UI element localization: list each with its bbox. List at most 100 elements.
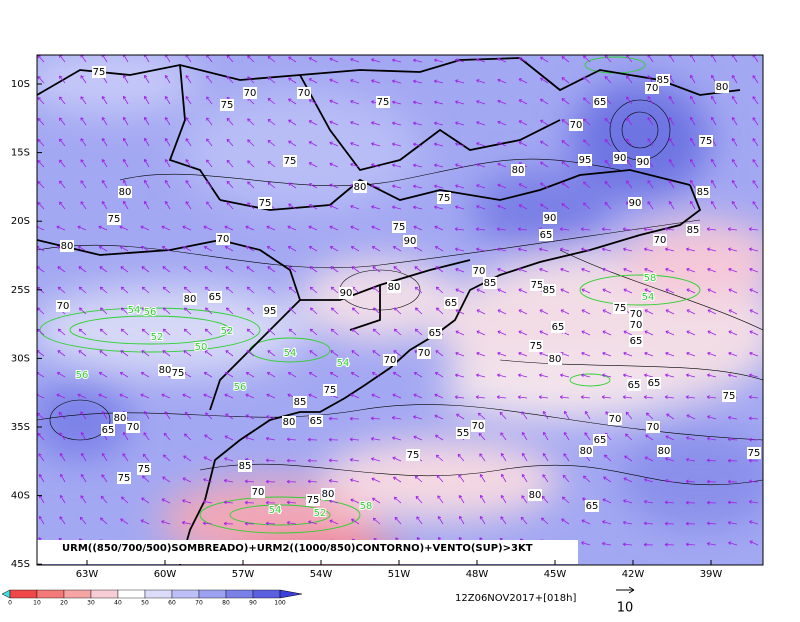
wind-arrow bbox=[455, 142, 465, 147]
contour-label-bg bbox=[645, 82, 659, 94]
wind-arrow bbox=[286, 437, 297, 442]
wind-arrow bbox=[561, 77, 570, 84]
contour-label-bg bbox=[569, 119, 583, 131]
wind-arrow bbox=[80, 495, 87, 504]
wind-arrow bbox=[330, 266, 339, 273]
wind-arrow bbox=[559, 395, 570, 400]
wind-arrow bbox=[665, 435, 675, 441]
wind-arrow bbox=[329, 519, 339, 525]
wind-arrow bbox=[349, 416, 360, 421]
wind-arrow bbox=[267, 350, 276, 357]
contour-label-bg bbox=[628, 197, 642, 209]
wind-arrow bbox=[749, 351, 759, 357]
wind-arrow bbox=[38, 474, 45, 483]
wind-arrow bbox=[204, 266, 213, 273]
wind-arrow bbox=[80, 432, 87, 441]
wind-arrow bbox=[350, 498, 360, 504]
wind-arrow bbox=[706, 542, 717, 546]
wind-arrow bbox=[686, 436, 696, 441]
wind-arrow bbox=[144, 74, 150, 84]
wind-arrow bbox=[412, 184, 423, 189]
wind-arrow bbox=[164, 116, 171, 126]
contour-label-bg bbox=[321, 488, 335, 500]
contour-label-bg bbox=[428, 327, 442, 339]
contour-label-bg bbox=[387, 281, 401, 293]
contour-label-bg bbox=[297, 87, 311, 99]
wind-arrow bbox=[225, 307, 234, 315]
wind-arrow bbox=[664, 521, 675, 526]
wind-arrow bbox=[623, 499, 633, 504]
wind-arrow bbox=[454, 395, 465, 400]
contour-label-bg bbox=[747, 447, 761, 459]
wind-arrow bbox=[392, 163, 402, 168]
wind-arrow bbox=[647, 96, 654, 105]
wind-arrow bbox=[455, 184, 465, 189]
wind-arrow bbox=[182, 393, 192, 399]
wind-arrow bbox=[664, 542, 675, 547]
wind-arrow bbox=[140, 225, 150, 231]
wind-arrow bbox=[37, 159, 45, 168]
wind-arrow bbox=[707, 288, 717, 294]
wind-arrow bbox=[163, 432, 171, 441]
wind-arrow bbox=[267, 118, 276, 126]
wind-arrow bbox=[140, 393, 150, 399]
wind-arrow bbox=[727, 247, 738, 252]
wind-arrow bbox=[706, 500, 717, 505]
contour-label-bg bbox=[529, 340, 543, 352]
wind-arrow bbox=[286, 479, 297, 484]
wind-arrow bbox=[623, 330, 633, 336]
wind-arrow bbox=[162, 328, 171, 336]
wind-arrow bbox=[749, 309, 759, 315]
wind-arrow bbox=[288, 98, 297, 105]
contour-label: 75 bbox=[377, 97, 390, 108]
wind-arrow bbox=[497, 267, 507, 273]
wind-arrow bbox=[350, 162, 360, 168]
wind-arrow bbox=[728, 541, 738, 546]
wind-arrow bbox=[144, 116, 150, 126]
wind-arrow bbox=[393, 476, 402, 483]
wind-arrow bbox=[601, 541, 612, 546]
contour-label-bg bbox=[137, 463, 151, 475]
wind-arrow bbox=[647, 201, 654, 210]
wind-arrow bbox=[748, 227, 759, 232]
wind-arrow bbox=[686, 330, 696, 336]
colorbar-segment bbox=[117, 589, 146, 599]
contour-label-bg bbox=[171, 367, 185, 379]
wind-arrow bbox=[101, 159, 108, 168]
wind-arrow bbox=[501, 473, 507, 483]
colorbar-tick-label: 0 bbox=[8, 600, 12, 607]
wind-arrow bbox=[144, 158, 150, 168]
colorbar-tick-label: 50 bbox=[141, 600, 149, 607]
wind-arrow bbox=[454, 373, 465, 378]
wind-arrow bbox=[685, 247, 696, 252]
contour-label: 70 bbox=[630, 320, 643, 331]
wind-arrow bbox=[37, 55, 45, 63]
colorbar-tick-label: 30 bbox=[87, 600, 95, 607]
contour-label-bg bbox=[56, 300, 70, 312]
wind-arrow bbox=[288, 119, 297, 126]
contour-label: 65 bbox=[594, 97, 607, 108]
wind-arrow bbox=[140, 371, 150, 378]
wind-arrow bbox=[267, 181, 276, 189]
wind-arrow bbox=[350, 246, 360, 252]
colorbar-high-end bbox=[279, 589, 303, 599]
wind-arrow bbox=[225, 328, 234, 336]
wind-arrow bbox=[521, 473, 528, 483]
moisture-label: 58 bbox=[644, 273, 657, 284]
wind-arrow bbox=[266, 371, 276, 378]
wind-arrow bbox=[247, 202, 255, 210]
wind-arrow bbox=[144, 95, 150, 105]
contour-label-bg bbox=[251, 486, 265, 498]
wind-arrow bbox=[731, 116, 738, 126]
wind-arrow bbox=[328, 437, 339, 442]
wind-arrow bbox=[561, 119, 570, 126]
moisture-label: 54 bbox=[269, 505, 282, 516]
lat-label: 10S bbox=[11, 79, 30, 90]
wind-arrow bbox=[183, 307, 192, 315]
moisture-label: 52 bbox=[221, 326, 234, 337]
wind-arrow bbox=[476, 184, 486, 189]
wind-arrow bbox=[57, 286, 66, 294]
wind-arrow bbox=[414, 286, 423, 294]
wind-arrow bbox=[643, 542, 654, 547]
wind-arrow bbox=[518, 141, 528, 147]
